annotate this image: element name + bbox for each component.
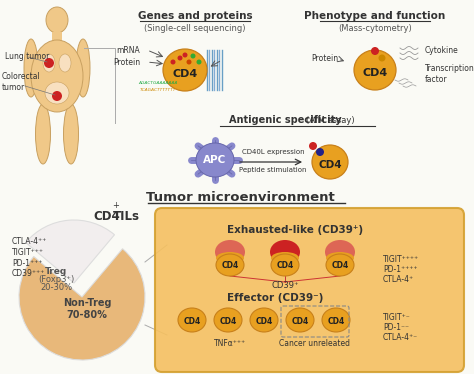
Text: Effector (CD39⁻): Effector (CD39⁻) <box>227 293 323 303</box>
Text: AGACTGAAAAAAA: AGACTGAAAAAAA <box>138 81 178 85</box>
Text: PD-1⁺⁺⁺⁺: PD-1⁺⁺⁺⁺ <box>383 266 418 275</box>
Ellipse shape <box>271 252 299 264</box>
Text: CD4: CD4 <box>221 261 238 270</box>
Ellipse shape <box>76 39 90 97</box>
Ellipse shape <box>178 308 206 332</box>
Text: CD4: CD4 <box>363 68 388 78</box>
Text: Transcription
factor: Transcription factor <box>425 64 474 84</box>
Text: 20-30%: 20-30% <box>40 282 72 291</box>
Circle shape <box>182 52 188 58</box>
Circle shape <box>197 59 201 64</box>
Text: TNFα⁺⁺⁺: TNFα⁺⁺⁺ <box>214 340 246 349</box>
Text: PD-1⁻⁻: PD-1⁻⁻ <box>383 324 409 332</box>
Ellipse shape <box>322 308 350 332</box>
Text: (Foxp3⁺): (Foxp3⁺) <box>38 275 74 283</box>
Ellipse shape <box>64 104 79 164</box>
Text: CD4: CD4 <box>276 261 293 270</box>
Ellipse shape <box>326 252 354 264</box>
Ellipse shape <box>286 308 314 332</box>
Circle shape <box>309 142 317 150</box>
Text: Lung tumor: Lung tumor <box>5 52 49 61</box>
Circle shape <box>177 55 182 61</box>
Text: Treg: Treg <box>45 267 67 276</box>
Text: Peptide stimulation: Peptide stimulation <box>239 167 307 173</box>
Circle shape <box>171 59 175 64</box>
Ellipse shape <box>196 143 234 177</box>
Text: Phenotype and function: Phenotype and function <box>304 11 446 21</box>
Wedge shape <box>19 249 145 360</box>
Text: CD39⁺: CD39⁺ <box>271 282 299 291</box>
Text: CD40L expression: CD40L expression <box>242 149 304 155</box>
Text: PD-1⁺⁺⁺: PD-1⁺⁺⁺ <box>12 258 42 267</box>
Ellipse shape <box>216 254 244 276</box>
Text: CD4: CD4 <box>183 316 201 325</box>
Circle shape <box>191 53 195 58</box>
Circle shape <box>186 59 191 64</box>
Ellipse shape <box>45 82 69 104</box>
Ellipse shape <box>214 308 242 332</box>
Circle shape <box>379 55 385 61</box>
Ellipse shape <box>24 39 38 97</box>
Circle shape <box>44 58 54 68</box>
Text: TILs: TILs <box>112 209 139 223</box>
Ellipse shape <box>43 54 55 72</box>
Ellipse shape <box>325 240 355 264</box>
Ellipse shape <box>36 104 51 164</box>
Text: APC: APC <box>203 155 227 165</box>
Text: Colorectal
tumor: Colorectal tumor <box>2 72 41 92</box>
Text: (Single-cell sequencing): (Single-cell sequencing) <box>144 24 246 33</box>
Text: Non-Treg
70-80%: Non-Treg 70-80% <box>63 298 111 320</box>
Text: (Mass-cytometry): (Mass-cytometry) <box>338 24 412 33</box>
Text: CTLA-4⁺: CTLA-4⁺ <box>383 276 414 285</box>
Text: (AIM assay): (AIM assay) <box>306 116 354 125</box>
Text: CD4: CD4 <box>331 261 348 270</box>
Ellipse shape <box>354 50 396 90</box>
Text: +: + <box>112 201 119 210</box>
Text: TCAGACTTTTTTT: TCAGACTTTTTTT <box>140 88 176 92</box>
Text: CTLA-4⁺⁺: CTLA-4⁺⁺ <box>12 236 47 245</box>
Text: Protein: Protein <box>113 58 140 67</box>
Text: CTLA-4⁺⁻: CTLA-4⁺⁻ <box>383 334 418 343</box>
Ellipse shape <box>31 40 83 112</box>
Text: Cytokine: Cytokine <box>425 46 459 55</box>
Text: CD39⁺⁺⁺: CD39⁺⁺⁺ <box>12 270 45 279</box>
Ellipse shape <box>250 308 278 332</box>
Bar <box>52 32 62 42</box>
Text: Antigenic specificity: Antigenic specificity <box>228 115 341 125</box>
Circle shape <box>52 91 62 101</box>
Text: TIGIT⁺⁻: TIGIT⁺⁻ <box>383 313 411 322</box>
Circle shape <box>316 148 324 156</box>
Ellipse shape <box>215 240 245 264</box>
Ellipse shape <box>46 7 68 33</box>
Text: CD4: CD4 <box>219 316 237 325</box>
Ellipse shape <box>326 254 354 276</box>
Text: Exhausted-like (CD39⁺): Exhausted-like (CD39⁺) <box>227 225 363 235</box>
Circle shape <box>371 47 379 55</box>
Ellipse shape <box>59 54 71 72</box>
Text: CD4: CD4 <box>318 160 342 170</box>
Text: CD4: CD4 <box>292 316 309 325</box>
Text: Protein: Protein <box>311 53 338 62</box>
Text: Cancer unreleated: Cancer unreleated <box>280 340 350 349</box>
Ellipse shape <box>163 49 207 91</box>
Wedge shape <box>26 220 115 283</box>
Text: mRNA: mRNA <box>116 46 140 55</box>
Text: CD4: CD4 <box>94 209 120 223</box>
Text: TIGIT⁺⁺⁺⁺: TIGIT⁺⁺⁺⁺ <box>383 255 419 264</box>
Text: Genes and proteins: Genes and proteins <box>137 11 252 21</box>
Text: Tumor microenvironment: Tumor microenvironment <box>146 190 334 203</box>
Text: CD4: CD4 <box>328 316 345 325</box>
Text: CD4: CD4 <box>255 316 273 325</box>
Text: CD4: CD4 <box>173 69 198 79</box>
Ellipse shape <box>270 240 300 264</box>
Ellipse shape <box>216 252 244 264</box>
FancyBboxPatch shape <box>155 208 464 372</box>
Ellipse shape <box>271 254 299 276</box>
Ellipse shape <box>312 145 348 179</box>
Text: TIGIT⁺⁺⁺: TIGIT⁺⁺⁺ <box>12 248 44 257</box>
